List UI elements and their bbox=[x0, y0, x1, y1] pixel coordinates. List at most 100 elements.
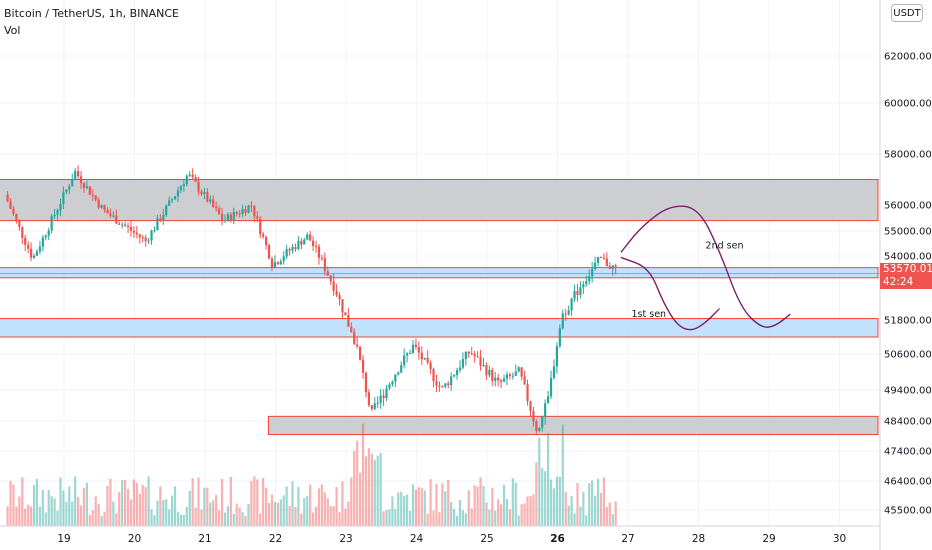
candle-body bbox=[135, 232, 138, 235]
candle-body bbox=[200, 191, 203, 194]
candle-body bbox=[544, 403, 547, 417]
candle-body bbox=[567, 310, 570, 315]
volume-bar bbox=[564, 491, 567, 526]
candle-body bbox=[212, 199, 215, 207]
candle-body bbox=[441, 386, 444, 388]
candle-body bbox=[532, 411, 535, 422]
volume-bar bbox=[538, 437, 541, 526]
volume-bar bbox=[517, 515, 520, 526]
candle-body bbox=[406, 353, 409, 356]
y-tick-label: 46400.00 bbox=[884, 477, 932, 488]
candle-body bbox=[367, 392, 371, 406]
volume-bar bbox=[320, 484, 324, 526]
candle-body bbox=[65, 189, 68, 193]
volume-bar bbox=[118, 491, 121, 526]
volume-bar bbox=[438, 512, 441, 526]
candle-body bbox=[38, 246, 42, 252]
candle-body bbox=[44, 235, 47, 238]
grid bbox=[0, 0, 880, 526]
volume-bar bbox=[300, 513, 303, 526]
volume-bar bbox=[212, 500, 215, 526]
candle-body bbox=[341, 299, 344, 313]
candle-body bbox=[182, 184, 185, 187]
candle-body bbox=[129, 226, 133, 231]
candle-body bbox=[309, 234, 312, 241]
volume-bar bbox=[238, 507, 241, 526]
y-tick-label: 55000.00 bbox=[884, 227, 932, 238]
candle-body bbox=[173, 196, 177, 200]
y-tick-label: 56000.00 bbox=[884, 201, 932, 212]
scenario-curves bbox=[620, 205, 791, 331]
volume-bar bbox=[147, 476, 150, 526]
candle-body bbox=[79, 176, 83, 184]
volume-bar bbox=[511, 478, 514, 526]
volume-bar bbox=[32, 485, 36, 526]
volume-bar bbox=[476, 486, 479, 526]
volume-bar bbox=[605, 507, 608, 526]
volume-bar bbox=[135, 482, 138, 526]
candle-body bbox=[423, 357, 426, 360]
x-tick-label: 26 bbox=[550, 533, 565, 545]
candle-body bbox=[599, 257, 603, 259]
volume-bar bbox=[153, 515, 156, 526]
volume-bar bbox=[576, 483, 579, 526]
volume-bar bbox=[206, 487, 209, 526]
candle-body bbox=[262, 234, 265, 237]
volume-bar bbox=[138, 493, 141, 526]
candle-body bbox=[71, 179, 74, 187]
volume-bar bbox=[394, 508, 397, 526]
candle-body bbox=[453, 375, 456, 377]
volume-bar bbox=[491, 487, 494, 526]
zone-0 bbox=[0, 179, 879, 222]
legend: Bitcoin / TetherUS, 1h, BINANCE Vol bbox=[4, 5, 179, 39]
candle-body bbox=[12, 208, 15, 215]
volume-bar bbox=[344, 508, 347, 526]
candle-body bbox=[247, 205, 250, 213]
symbol-title[interactable]: Bitcoin / TetherUS, 1h, BINANCE bbox=[4, 7, 180, 20]
candle-body bbox=[94, 195, 97, 200]
candle-body bbox=[185, 175, 188, 185]
candle-body bbox=[147, 240, 150, 242]
candle-body bbox=[582, 284, 585, 288]
candle-body bbox=[429, 362, 432, 370]
candle-body bbox=[323, 258, 326, 272]
x-tick-label: 30 bbox=[833, 533, 846, 545]
candle-body bbox=[168, 200, 171, 206]
volume-bar bbox=[24, 508, 27, 526]
zone-1 bbox=[0, 267, 879, 279]
volume-bar bbox=[291, 481, 294, 526]
candle-body bbox=[491, 369, 494, 381]
candle-body bbox=[391, 381, 394, 385]
candle-body bbox=[103, 205, 106, 210]
candle-body bbox=[588, 276, 591, 282]
candle-body bbox=[15, 214, 18, 221]
candle-body bbox=[150, 230, 153, 241]
y-tick-label: 51800.00 bbox=[884, 316, 932, 327]
volume-bar bbox=[27, 504, 30, 526]
candle-body bbox=[397, 372, 400, 375]
volume-bar bbox=[529, 496, 532, 526]
candle-body bbox=[32, 255, 36, 258]
candle-body bbox=[464, 351, 467, 360]
candle-body bbox=[320, 257, 324, 259]
volume-bar bbox=[218, 510, 221, 526]
candle-body bbox=[82, 183, 86, 189]
candle-body bbox=[47, 230, 50, 236]
candle-body bbox=[18, 220, 21, 227]
volume-bar bbox=[552, 488, 556, 526]
x-tick-label: 20 bbox=[128, 533, 141, 545]
volume-label[interactable]: Vol bbox=[4, 24, 21, 37]
volume-bar bbox=[317, 488, 321, 526]
x-tick-label: 29 bbox=[762, 533, 775, 545]
volume-bar bbox=[182, 514, 185, 526]
candle-body bbox=[109, 213, 112, 216]
candle-body bbox=[482, 364, 485, 366]
currency-button[interactable]: USDT bbox=[891, 4, 923, 22]
volume-bar bbox=[461, 510, 465, 526]
volume-bar bbox=[573, 513, 576, 526]
candle-body bbox=[126, 225, 130, 227]
candle-body bbox=[420, 352, 423, 360]
volume-bar bbox=[373, 459, 376, 526]
